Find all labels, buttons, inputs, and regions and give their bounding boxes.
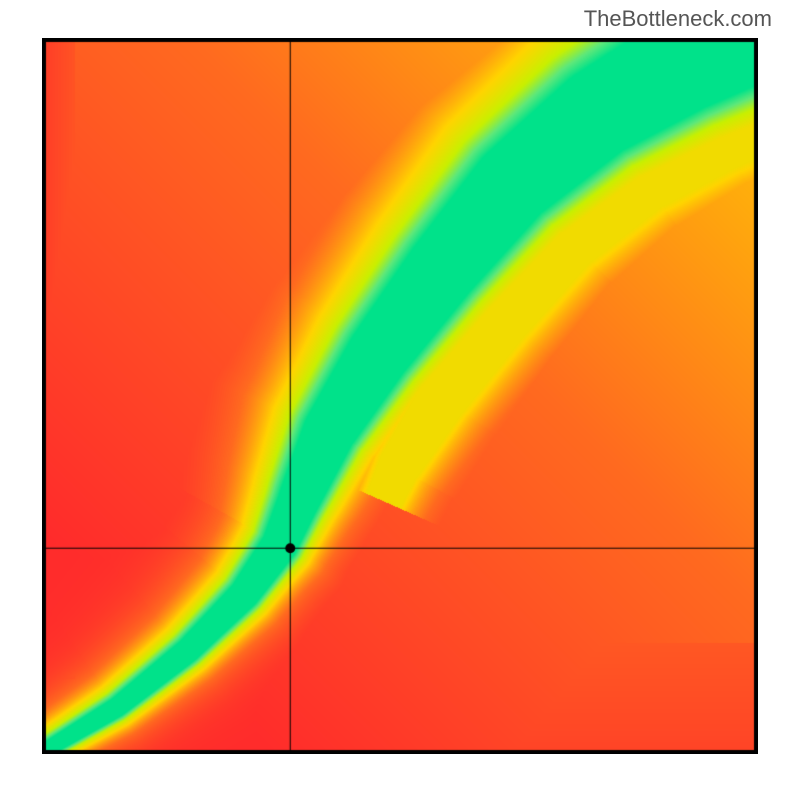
chart-container: TheBottleneck.com xyxy=(0,0,800,800)
plot-area xyxy=(42,38,758,754)
watermark-text: TheBottleneck.com xyxy=(584,6,772,32)
heatmap-canvas xyxy=(42,38,758,754)
